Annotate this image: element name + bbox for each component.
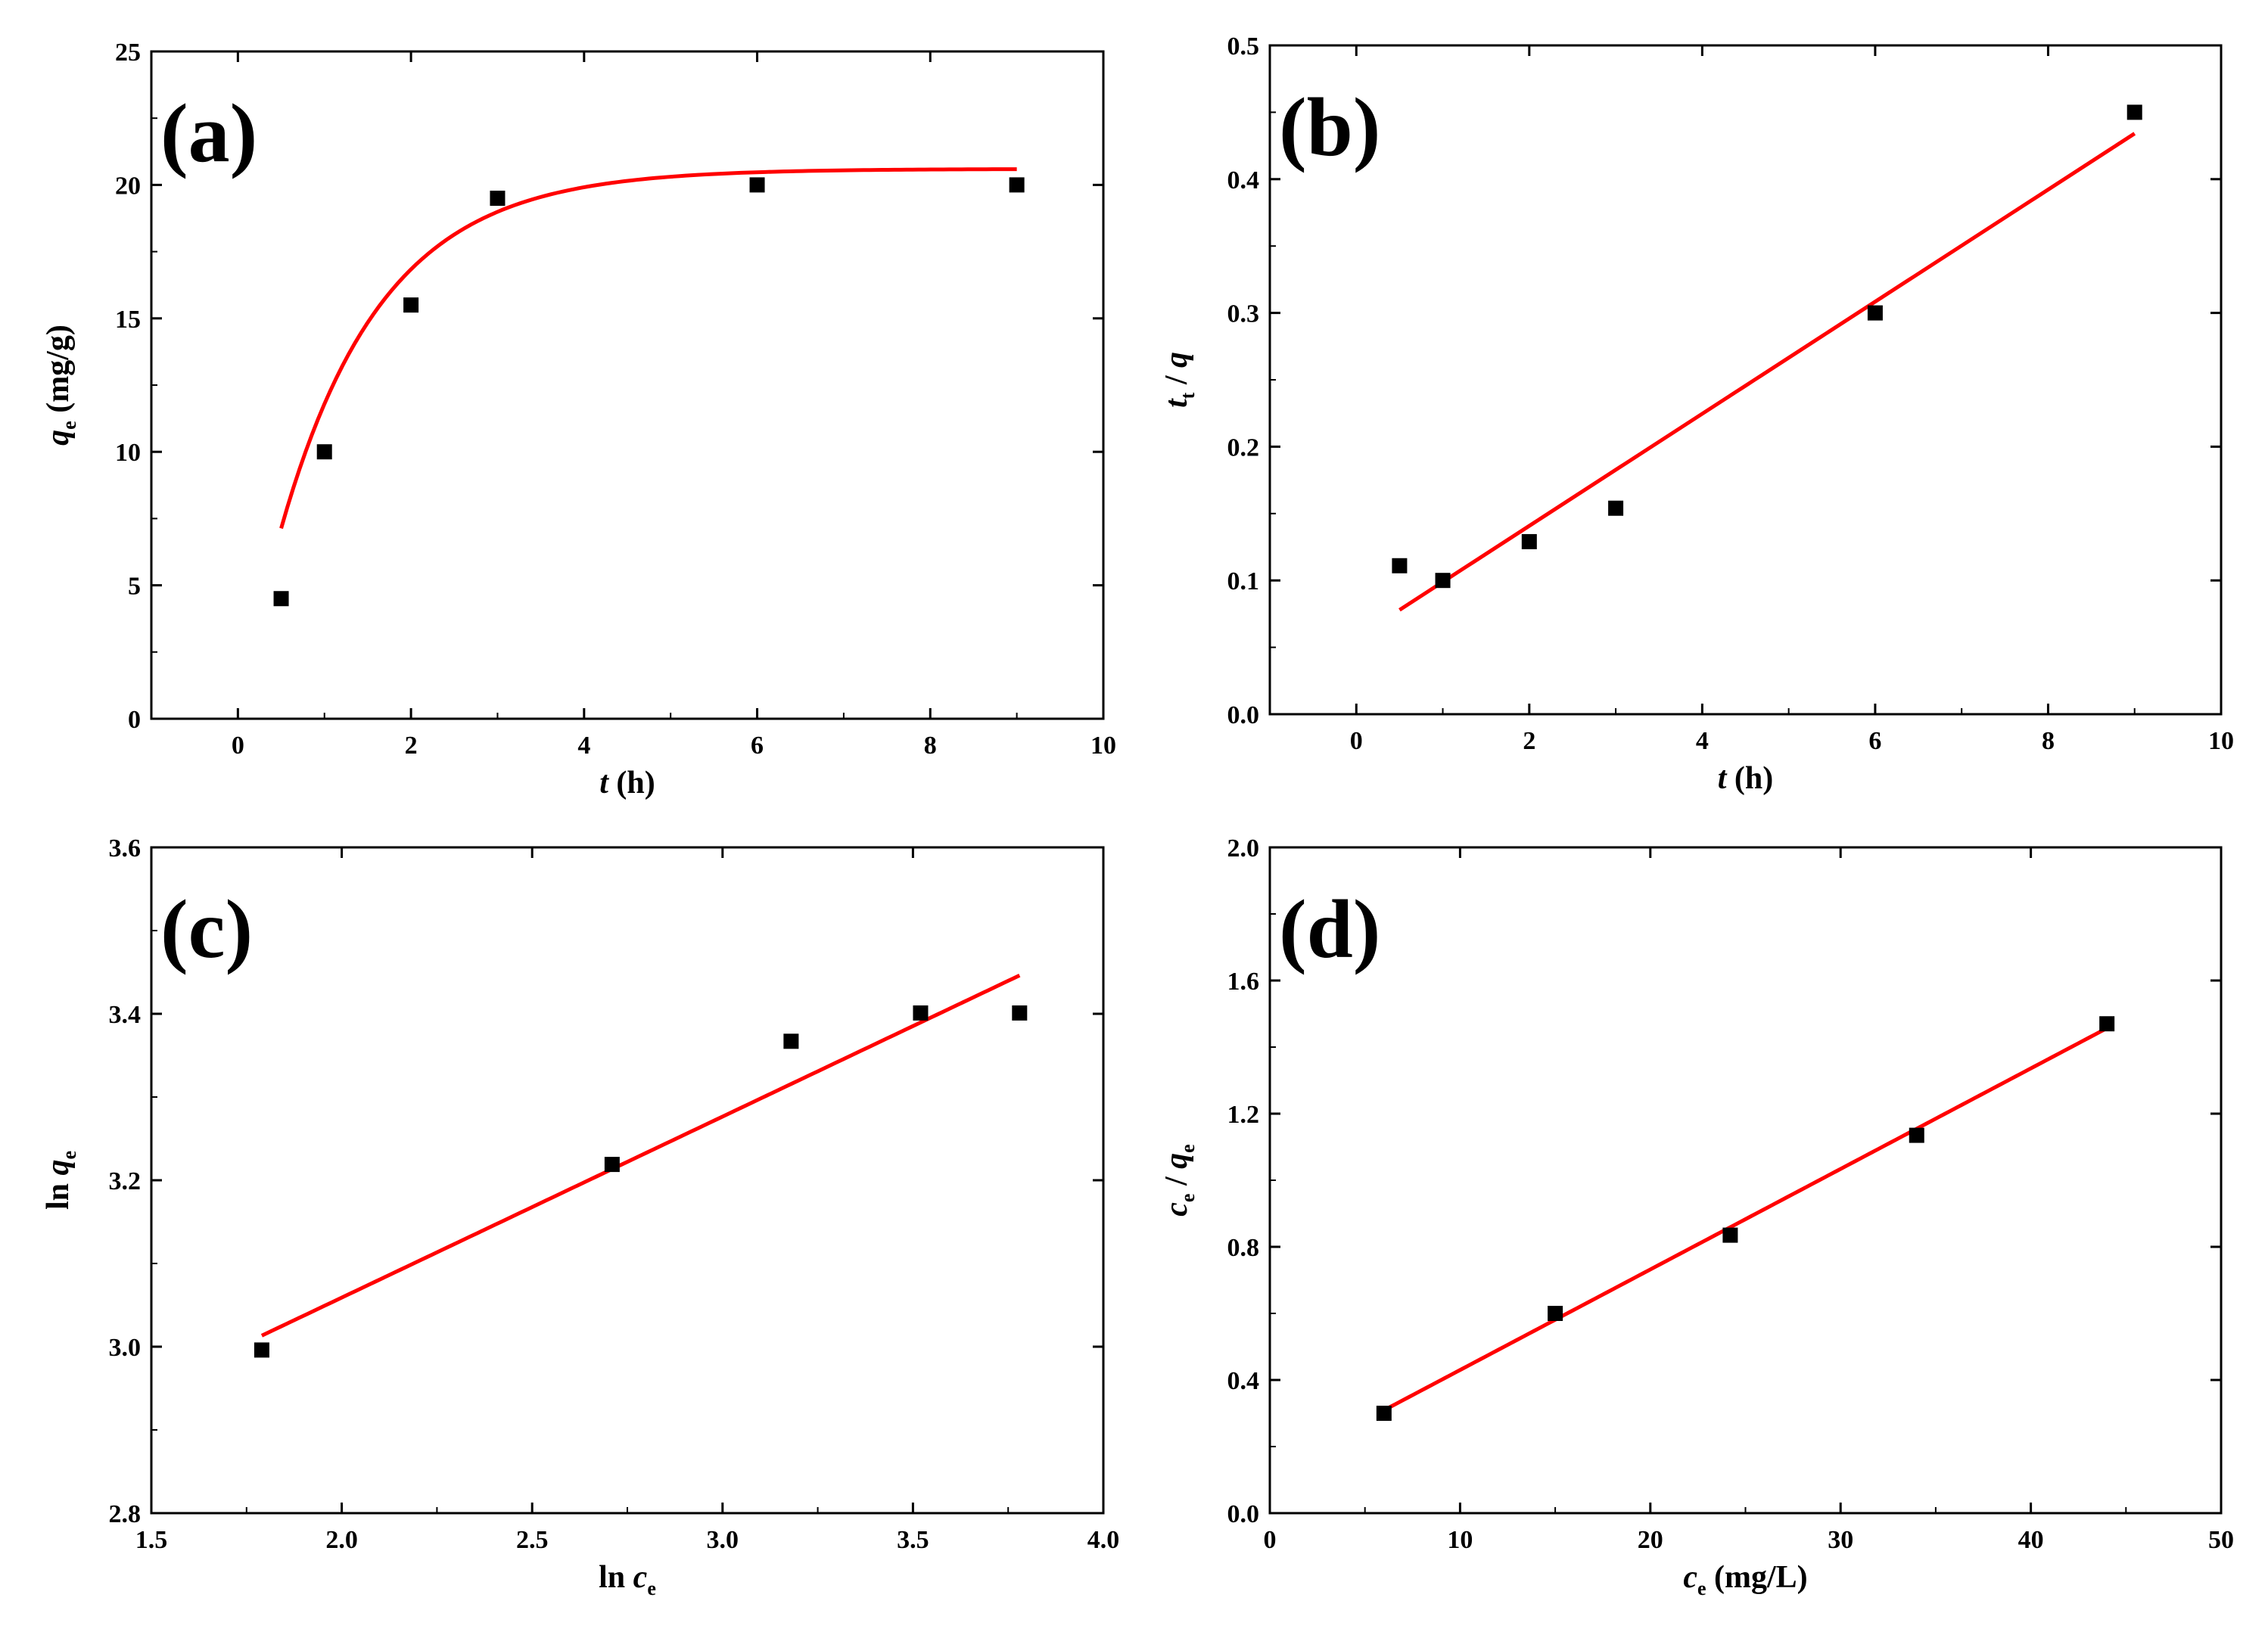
- x-tick-label: 8: [924, 732, 937, 760]
- plot-frame: [150, 50, 1105, 720]
- x-tick-label: 10: [2208, 727, 2234, 755]
- panel-label: (a): [160, 87, 257, 179]
- data-point: [254, 1342, 269, 1358]
- x-tick-label: 8: [2042, 727, 2055, 755]
- fit-line: [1383, 1026, 2108, 1413]
- data-point: [1909, 1127, 1924, 1143]
- y-axis-label: qe (mg/g): [41, 325, 80, 446]
- x-tick-label: 40: [2018, 1526, 2044, 1554]
- y-tick-label: 2.0: [1227, 834, 1260, 862]
- x-tick-label: 2: [405, 732, 418, 760]
- x-tick-label: 10: [1090, 732, 1116, 760]
- x-tick-label: 4: [577, 732, 590, 760]
- fit-line: [1398, 132, 2136, 612]
- x-tick-label: 0: [232, 732, 244, 760]
- plot-frame: [150, 846, 1105, 1515]
- fit-line: [260, 973, 1021, 1338]
- y-tick-label: 25: [115, 39, 141, 67]
- y-tick-label: 0.4: [1227, 166, 1260, 194]
- panel-c: 1.5 2.0 2.5 3.0 3.5 4.0 2.8 3.0 3.2 3.4 3.6 (c) ln c…: [41, 834, 1119, 1599]
- x-tick-label: 20: [1638, 1526, 1663, 1554]
- data-point: [1012, 1005, 1028, 1021]
- data-point: [749, 177, 765, 193]
- y-tick-label: 0.3: [1227, 300, 1260, 328]
- data-point: [2099, 1016, 2115, 1032]
- y-tick-label: 1.6: [1227, 968, 1260, 996]
- y-tick-label: 0.4: [1227, 1367, 1260, 1395]
- plot-frame: [1268, 44, 2223, 716]
- y-tick-label: 20: [115, 172, 141, 200]
- y-tick-label: 3.2: [109, 1167, 142, 1195]
- data-point: [783, 1033, 799, 1049]
- data-point: [1608, 500, 1624, 516]
- x-tick-label: 3.5: [897, 1526, 929, 1554]
- data-point: [913, 1005, 929, 1021]
- y-tick-label: 2.8: [109, 1500, 142, 1528]
- x-tick-label: 2: [1523, 727, 1535, 755]
- y-axis-label: ce / qe: [1159, 1144, 1199, 1216]
- y-tick-label: 0.5: [1227, 33, 1260, 61]
- y-tick-label: 15: [115, 306, 141, 334]
- y-tick-label: 0.2: [1227, 434, 1260, 462]
- panel-label: (b): [1279, 81, 1380, 173]
- y-tick-label: 10: [115, 439, 141, 467]
- x-tick-label: 50: [2208, 1526, 2234, 1554]
- panel-label: (c): [160, 883, 253, 975]
- data-point: [1009, 177, 1025, 193]
- data-point: [2126, 104, 2142, 120]
- data-point: [604, 1157, 620, 1173]
- data-point: [1722, 1227, 1738, 1243]
- y-tick-label: 0.0: [1227, 701, 1260, 729]
- x-tick-label: 3.0: [707, 1526, 739, 1554]
- x-tick-label: 0: [1350, 727, 1363, 755]
- y-tick-label: 0.1: [1227, 567, 1260, 595]
- data-point: [1521, 533, 1537, 549]
- x-axis-label: ln ce: [599, 1560, 656, 1599]
- panel-b: 0 2 4 6 8 10 0.0 0.1 0.2 0.3 0.4 0.5 (b) t (h) tt / q: [1159, 33, 2234, 796]
- panel-label: (d): [1279, 883, 1380, 975]
- x-tick-label: 0: [1264, 1526, 1277, 1554]
- y-axis-label: ln qe: [41, 1151, 80, 1210]
- y-tick-label: 1.2: [1227, 1101, 1260, 1129]
- data-point: [403, 297, 419, 313]
- y-tick-label: 0.0: [1227, 1500, 1260, 1528]
- y-tick-label: 3.6: [109, 834, 142, 862]
- panel-a: 0 2 4 6 8 10 0 5 10 15 20 25 (a) t (h) qe (mg/g): [41, 39, 1116, 800]
- data-point: [316, 444, 332, 460]
- x-axis-label: t (h): [599, 766, 655, 800]
- x-axis-label: ce (mg/L): [1683, 1560, 1807, 1599]
- data-point: [1548, 1306, 1563, 1321]
- plot-frame: [1268, 846, 2223, 1515]
- x-tick-label: 30: [1828, 1526, 1853, 1554]
- x-tick-label: 2.5: [516, 1526, 549, 1554]
- x-tick-label: 6: [1868, 727, 1881, 755]
- data-point: [1867, 305, 1883, 321]
- y-tick-label: 5: [128, 573, 141, 601]
- x-tick-label: 10: [1447, 1526, 1473, 1554]
- data-point: [1376, 1406, 1392, 1421]
- x-tick-label: 4: [1696, 727, 1709, 755]
- y-tick-label: 3.4: [109, 1001, 142, 1029]
- data-point: [490, 191, 506, 207]
- y-tick-label: 0.8: [1227, 1234, 1260, 1262]
- x-tick-label: 4.0: [1087, 1526, 1120, 1554]
- fit-line: [279, 167, 1017, 530]
- data-point: [273, 591, 289, 607]
- y-tick-label: 3.0: [109, 1334, 142, 1362]
- y-tick-label: 0: [128, 706, 141, 734]
- x-tick-label: 2.0: [325, 1526, 358, 1554]
- data-point: [1435, 573, 1451, 589]
- data-point: [1392, 558, 1408, 573]
- x-axis-label: t (h): [1718, 761, 1774, 796]
- panel-d: 0 10 20 30 40 50 0.0 0.4 0.8 1.2 1.6 2.0 (d) ce (mg/L…: [1159, 834, 2234, 1599]
- x-tick-label: 6: [751, 732, 764, 760]
- x-tick-label: 1.5: [135, 1526, 168, 1554]
- y-axis-label: tt / q: [1159, 352, 1199, 408]
